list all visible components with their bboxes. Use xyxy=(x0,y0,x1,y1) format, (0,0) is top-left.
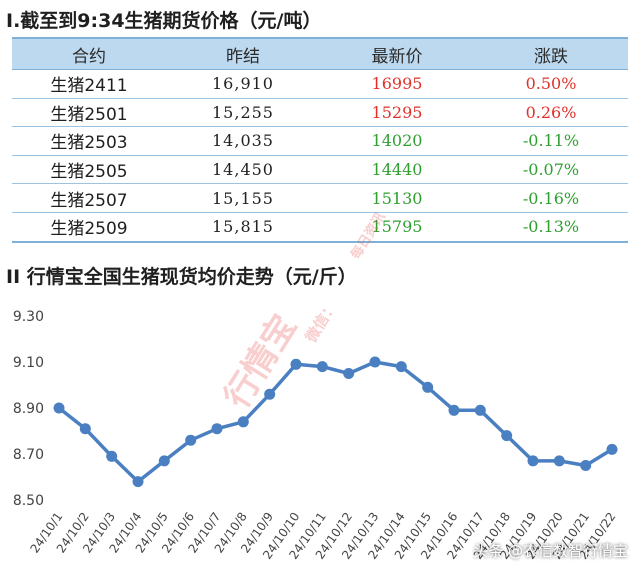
cell-latest: 15795 xyxy=(320,212,474,243)
data-point xyxy=(448,404,460,416)
cell-latest: 16995 xyxy=(320,69,474,99)
cell-prev-settle: 15,255 xyxy=(166,98,320,128)
y-tick-label: 8.90 xyxy=(13,401,44,417)
data-point xyxy=(369,356,381,368)
cell-prev-settle: 16,910 xyxy=(166,69,320,99)
data-point xyxy=(422,381,434,393)
cell-latest: 14020 xyxy=(320,126,474,156)
data-point xyxy=(606,443,618,455)
table-row: 生猪2503 14,035 14020 -0.11% xyxy=(12,126,628,156)
data-point xyxy=(132,476,144,488)
data-point xyxy=(553,455,565,467)
cell-prev-settle: 14,035 xyxy=(166,126,320,156)
cell-latest: 15295 xyxy=(320,98,474,128)
table-row: 生猪2505 14,450 14440 -0.07% xyxy=(12,155,628,185)
header-prev-settle: 昨结 xyxy=(166,37,320,70)
section-title-spot: II 行情宝全国生猪现货均价走势（元/斤） xyxy=(6,266,357,288)
cell-change: -0.13% xyxy=(474,212,628,243)
table-row: 生猪2507 15,155 15130 -0.16% xyxy=(12,183,628,213)
cell-contract: 生猪2507 xyxy=(12,183,166,213)
data-point xyxy=(185,434,197,446)
cell-change: -0.11% xyxy=(474,126,628,156)
cell-contract: 生猪2501 xyxy=(12,98,166,128)
data-point xyxy=(501,430,513,442)
cell-prev-settle: 15,155 xyxy=(166,183,320,213)
cell-change: -0.07% xyxy=(474,155,628,185)
table-row: 生猪2501 15,255 15295 0.26% xyxy=(12,98,628,128)
data-point xyxy=(290,358,302,370)
header-change: 涨跌 xyxy=(474,37,628,70)
data-point xyxy=(264,388,276,400)
cell-latest: 14440 xyxy=(320,155,474,185)
table-header-row: 合约 昨结 最新价 涨跌 xyxy=(12,37,628,70)
cell-change: 0.50% xyxy=(474,69,628,99)
cell-contract: 生猪2411 xyxy=(12,69,166,99)
table-row: 生猪2411 16,910 16995 0.50% xyxy=(12,69,628,99)
header-latest: 最新价 xyxy=(320,37,474,70)
table-row: 生猪2509 15,815 15795 -0.13% xyxy=(12,212,628,243)
footer-credit: 头条 @农信数智行情宝 xyxy=(473,542,628,560)
cell-contract: 生猪2503 xyxy=(12,126,166,156)
data-point xyxy=(53,402,65,414)
y-tick-label: 9.10 xyxy=(13,355,44,371)
y-tick-label: 8.50 xyxy=(13,493,44,509)
data-point xyxy=(395,361,407,373)
cell-change: 0.26% xyxy=(474,98,628,128)
data-point xyxy=(474,404,486,416)
section-title-futures: Ⅰ.截至到9:34生猪期货价格（元/吨） xyxy=(6,10,322,32)
series-line xyxy=(57,360,613,484)
cell-contract: 生猪2505 xyxy=(12,155,166,185)
spot-price-chart: 9.309.108.908.708.5024/10/124/10/224/10/… xyxy=(13,309,619,562)
cell-prev-settle: 14,450 xyxy=(166,155,320,185)
header-contract: 合约 xyxy=(12,37,166,70)
y-tick-label: 9.30 xyxy=(13,309,44,325)
cell-contract: 生猪2509 xyxy=(12,212,166,243)
data-point xyxy=(237,416,249,428)
cell-change: -0.16% xyxy=(474,183,628,213)
data-point xyxy=(343,368,355,379)
cell-latest: 15130 xyxy=(320,183,474,213)
data-point xyxy=(580,460,592,471)
futures-table: 合约 昨结 最新价 涨跌 生猪2411 16,910 16995 0.50% 生猪250… xyxy=(12,37,628,243)
data-point xyxy=(158,455,170,467)
data-point xyxy=(79,423,91,435)
cell-prev-settle: 15,815 xyxy=(166,212,320,243)
data-point xyxy=(316,361,328,373)
y-tick-label: 8.70 xyxy=(13,447,44,463)
data-point xyxy=(211,423,223,435)
data-point xyxy=(106,450,118,462)
data-point xyxy=(527,455,539,467)
